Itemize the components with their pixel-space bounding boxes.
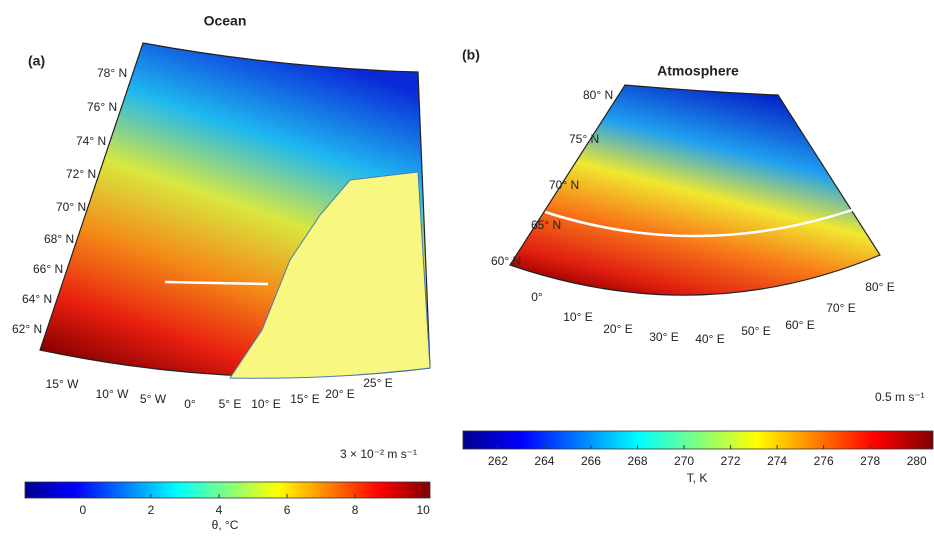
lat-label: 64° N xyxy=(22,292,52,306)
lon-label: 30° E xyxy=(649,330,678,344)
colorbar-tick-label: 278 xyxy=(860,454,880,468)
panel-label: (b) xyxy=(462,47,480,63)
panel-title: Atmosphere xyxy=(657,63,739,79)
lat-label: 70° N xyxy=(549,178,579,192)
lon-label: 10° E xyxy=(251,397,280,411)
lon-label: 60° E xyxy=(785,318,814,332)
colorbar-tick-label: 2 xyxy=(148,503,155,517)
lat-label: 78° N xyxy=(97,66,127,80)
lon-label: 20° E xyxy=(603,322,632,336)
lon-label: 0° xyxy=(184,397,196,411)
lat-label: 70° N xyxy=(56,200,86,214)
lon-label: 10° W xyxy=(96,387,129,401)
colorbar-label: θ, °C xyxy=(212,518,239,532)
lon-label: 50° E xyxy=(741,324,770,338)
colorbar xyxy=(463,431,933,449)
colorbar-tick-label: 10 xyxy=(417,503,431,517)
panel-title: Ocean xyxy=(204,13,247,29)
lat-label: 65° N xyxy=(531,218,561,232)
colorbar-tick-label: 272 xyxy=(721,454,741,468)
colorbar-tick-label: 266 xyxy=(581,454,601,468)
lon-label: 40° E xyxy=(695,332,724,346)
colorbar xyxy=(25,482,430,498)
lon-label: 15° W xyxy=(46,377,79,391)
lon-label: 5° E xyxy=(219,397,242,411)
scale-label: 0.5 m s⁻¹ xyxy=(875,390,925,404)
lat-label: 75° N xyxy=(569,132,599,146)
colorbar-tick-label: 270 xyxy=(674,454,694,468)
colorbar-tick-label: 0 xyxy=(80,503,87,517)
colorbar-tick-label: 8 xyxy=(352,503,359,517)
colorbar-tick-label: 276 xyxy=(814,454,834,468)
colorbar-tick-label: 6 xyxy=(284,503,291,517)
colorbar-tick-label: 4 xyxy=(216,503,223,517)
lon-label: 10° E xyxy=(563,310,592,324)
map-ocean xyxy=(40,43,430,378)
lat-label: 74° N xyxy=(76,134,106,148)
lon-label: 70° E xyxy=(826,301,855,315)
lon-label: 25° E xyxy=(363,376,392,390)
lat-label: 72° N xyxy=(66,167,96,181)
colorbar-tick-label: 262 xyxy=(488,454,508,468)
colorbar-tick-label: 264 xyxy=(534,454,554,468)
colorbar-label: T, K xyxy=(687,471,708,485)
lon-label: 5° W xyxy=(140,392,167,406)
lon-label: 20° E xyxy=(325,387,354,401)
scale-label: 3 × 10⁻² m s⁻¹ xyxy=(340,447,417,461)
colorbar-tick-label: 268 xyxy=(627,454,647,468)
lat-label: 80° N xyxy=(583,88,613,102)
lat-label: 76° N xyxy=(87,100,117,114)
figure: (a)Ocean78° N76° N74° N72° N70° N68° N66… xyxy=(0,0,934,534)
lat-label: 62° N xyxy=(12,322,42,336)
panel-label: (a) xyxy=(28,53,45,69)
lon-label: 80° E xyxy=(865,280,894,294)
colorbar-tick-label: 280 xyxy=(907,454,927,468)
lat-label: 68° N xyxy=(44,232,74,246)
lat-label: 60° N xyxy=(491,254,521,268)
colorbar-tick-label: 274 xyxy=(767,454,787,468)
lon-label: 0° xyxy=(531,290,543,304)
lon-label: 15° E xyxy=(290,392,319,406)
lat-label: 66° N xyxy=(33,262,63,276)
